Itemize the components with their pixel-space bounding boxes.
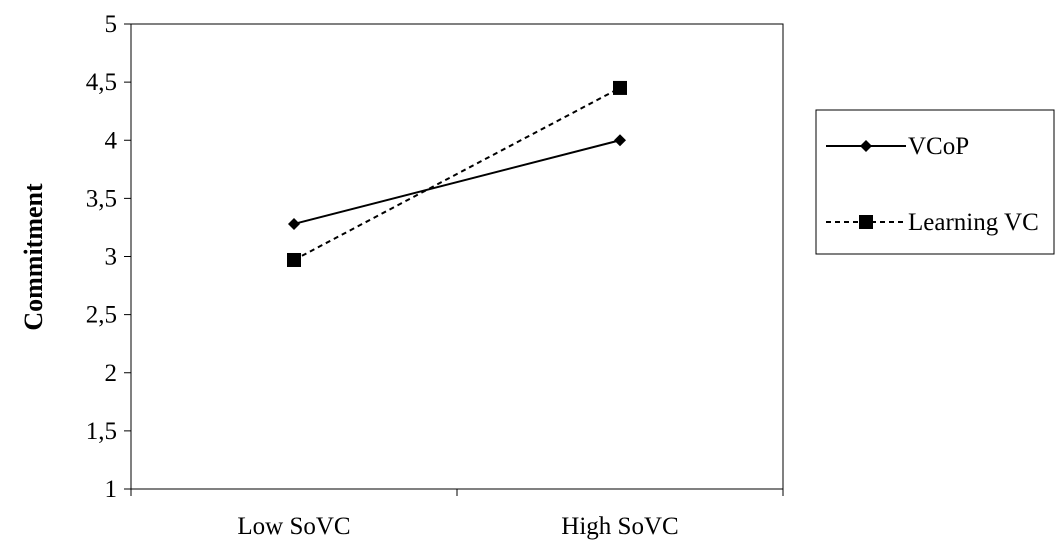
y-tick-label: 3: [105, 244, 118, 271]
y-tick-label: 1: [105, 476, 118, 503]
series-2: [287, 80, 627, 267]
x-tick-label: Low SoVC: [237, 513, 350, 540]
data-point: [614, 134, 626, 147]
y-tick-label: 1,5: [86, 418, 117, 445]
legend-box: [815, 109, 1055, 255]
legend-label: VCoP: [908, 133, 969, 160]
series-layer: [287, 80, 627, 267]
legend-item: Learning VC: [826, 209, 1039, 236]
data-point: [287, 252, 301, 267]
legend-marker: [859, 215, 873, 229]
y-tick-label: 4: [105, 127, 118, 154]
legend-label: Learning VC: [908, 209, 1039, 236]
legend-item: VCoP: [826, 133, 969, 160]
y-tick-label: 4,5: [86, 69, 117, 96]
data-point: [288, 217, 300, 230]
y-tick-label: 3,5: [86, 185, 117, 212]
x-tick-label: High SoVC: [561, 513, 678, 540]
y-axis: 1 1,5 2 2,5 3 3,5 4 4,5 5: [86, 11, 131, 503]
y-axis-title: Commitment: [19, 183, 48, 331]
data-point: [613, 80, 627, 95]
series-1: [288, 134, 626, 230]
series-line: [293, 87, 621, 261]
legend: VCoP Learning VC: [815, 109, 1055, 255]
legend-marker: [860, 140, 872, 152]
plot-area: [130, 23, 784, 490]
x-axis: Low SoVC High SoVC: [130, 489, 784, 540]
y-tick-label: 2: [105, 360, 118, 387]
series-line: [293, 139, 621, 225]
y-tick-label: 5: [105, 11, 118, 38]
y-tick-label: 2,5: [86, 302, 117, 329]
